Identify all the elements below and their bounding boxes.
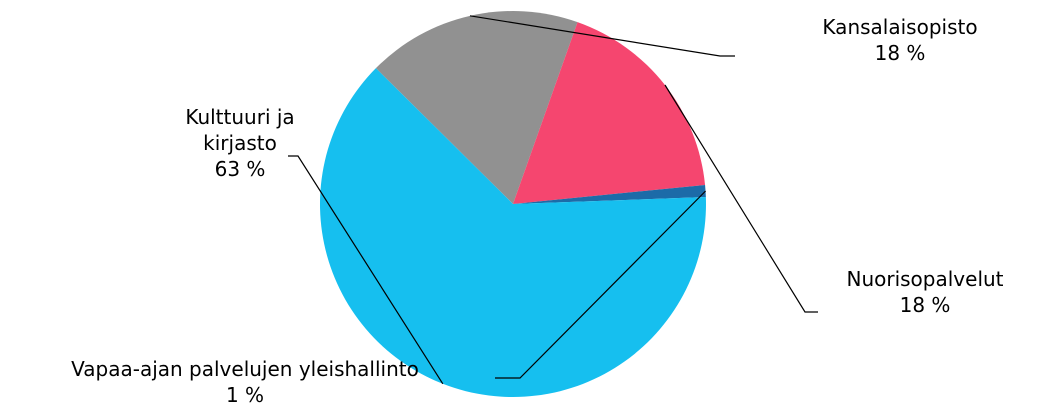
slice-name: Kulttuuri ja kirjasto <box>185 105 295 155</box>
slice-label-yleishallinto: Vapaa-ajan palvelujen yleishallinto 1 % <box>0 356 490 408</box>
pie-slice-yleishallinto <box>513 184 706 204</box>
pie-slices <box>319 10 706 398</box>
pie-slice-kansalaisopisto <box>375 10 578 204</box>
slice-percent: 1 % <box>225 383 265 407</box>
leader-line-kansalaisopisto <box>469 15 735 57</box>
slice-name: Kansalaisopisto <box>822 15 978 39</box>
slice-label-nuorisopalvelut: Nuorisopalvelut 18 % <box>820 266 1030 318</box>
slice-name: Vapaa-ajan palvelujen yleishallinto <box>71 357 419 381</box>
slice-label-kulttuuri: Kulttuuri ja kirjasto 63 % <box>150 104 330 182</box>
slice-name: Nuorisopalvelut <box>846 267 1004 291</box>
leader-lines <box>288 15 818 385</box>
leader-line-yleishallinto <box>495 190 707 379</box>
pie-slice-kulttuuri <box>319 68 706 398</box>
slice-percent: 18 % <box>874 41 926 65</box>
leader-line-kulttuuri <box>288 155 444 385</box>
leader-line-nuorisopalvelut <box>664 84 818 313</box>
slice-percent: 18 % <box>899 293 951 317</box>
slice-label-kansalaisopisto: Kansalaisopisto 18 % <box>800 14 1000 66</box>
pie-slice-nuorisopalvelut <box>513 22 706 204</box>
slice-percent: 63 % <box>214 157 266 181</box>
